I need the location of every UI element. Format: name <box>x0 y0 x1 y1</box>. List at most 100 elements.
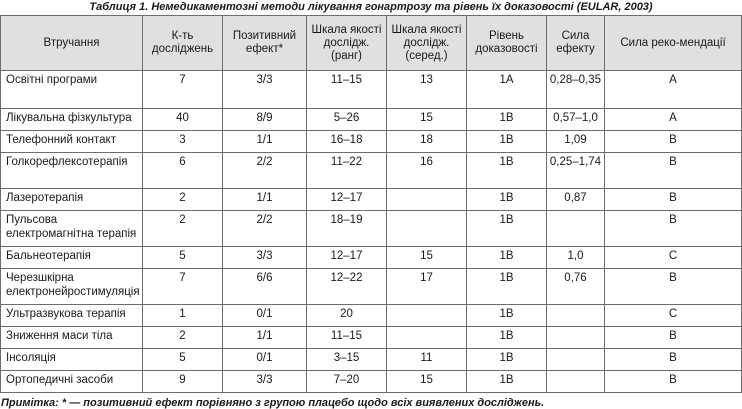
table-cell: 2/2 <box>222 210 307 247</box>
table-cell: 16–18 <box>306 130 387 153</box>
table-cell: 1B <box>466 152 547 189</box>
table-cell: B <box>604 268 742 305</box>
table-cell <box>546 210 605 247</box>
table-row: Інсоляція 5 0/1 3–15 11 1B B <box>0 348 742 371</box>
table-caption: Таблиця 1. Немедикаментозні методи лікув… <box>89 1 653 13</box>
intervention-cell: Бальнеотерапія <box>0 246 143 269</box>
table-cell: 0,57–1,0 <box>546 108 605 131</box>
table-cell: 2 <box>142 326 223 349</box>
table-cell: 11–15 <box>306 326 387 349</box>
table-cell: 1A <box>466 70 547 109</box>
table-cell: 1B <box>466 246 547 269</box>
table-cell: 6 <box>142 152 223 189</box>
table-cell: 1/1 <box>222 188 307 211</box>
table-cell: 7 <box>142 268 223 305</box>
table-row: Бальнеотерапія 5 3/3 12–17 15 1B 1,0 C <box>0 246 742 269</box>
table-row: Черезшкірна електронейростимуляція 7 6/6 12… <box>0 268 742 305</box>
table-cell: 0/1 <box>222 304 307 327</box>
table-cell: 11–15 <box>306 70 387 109</box>
table-cell: B <box>604 370 742 393</box>
intervention-cell: Зниження маси тіла <box>0 326 143 349</box>
table-cell: B <box>604 210 742 247</box>
table-cell: 9 <box>142 370 223 393</box>
table-cell: 3/3 <box>222 70 307 109</box>
intervention-cell: Ортопедичні засоби <box>0 370 143 393</box>
table-cell: 1B <box>466 268 547 305</box>
table-cell: 3–15 <box>306 348 387 371</box>
table-cell: 1/1 <box>222 130 307 153</box>
table-cell: 18–19 <box>306 210 387 247</box>
table-cell: 0,25–1,74 <box>546 152 605 189</box>
table-cell: 12–22 <box>306 268 387 305</box>
table-cell: 1B <box>466 210 547 247</box>
intervention-cell: Телефонний контакт <box>0 130 143 153</box>
table-body: Освітні програми 7 3/3 11–15 13 1A 0,28–0,35 A Л… <box>0 70 742 393</box>
table-cell: B <box>604 152 742 189</box>
table-cell: 1B <box>466 304 547 327</box>
table-cell: 7 <box>142 70 223 109</box>
table-row: Зниження маси тіла 2 1/1 11–15 1B B <box>0 326 742 349</box>
column-header: Втручання <box>0 15 143 71</box>
table-cell: A <box>604 108 742 131</box>
table-cell <box>386 304 467 327</box>
table-cell: 2/2 <box>222 152 307 189</box>
data-table: Втручання К-ть досліджень Позитивний ефект… <box>0 15 742 393</box>
table-row: Лазеротерапія 2 1/1 12–17 1B 0,87 B <box>0 188 742 211</box>
table-cell: 16 <box>386 152 467 189</box>
intervention-cell: Інсоляція <box>0 348 143 371</box>
table-note: Примітка: * — позитивний ефект порівняно… <box>1 397 545 409</box>
table-cell: 12–17 <box>306 246 387 269</box>
table-cell: 15 <box>386 108 467 131</box>
table-cell: 5 <box>142 348 223 371</box>
table-cell <box>386 188 467 211</box>
table-cell: B <box>604 326 742 349</box>
table-cell: 18 <box>386 130 467 153</box>
intervention-cell: Черезшкірна електронейростимуляція <box>0 268 143 305</box>
table-cell: 0/1 <box>222 348 307 371</box>
table-cell: 1,0 <box>546 246 605 269</box>
table-cell <box>546 326 605 349</box>
table-cell: 1 <box>142 304 223 327</box>
column-header: Сила реко-мендації <box>604 15 742 71</box>
table-cell: 17 <box>386 268 467 305</box>
table-cell: 1B <box>466 108 547 131</box>
column-header: Позитивний ефект* <box>222 15 307 71</box>
table-cell: B <box>604 130 742 153</box>
table-cell: 1B <box>466 326 547 349</box>
table-cell: 11–22 <box>306 152 387 189</box>
table-row: Лікувальна фізкультура 40 8/9 5–26 15 1B 0,57–… <box>0 108 742 131</box>
table-cell: 13 <box>386 70 467 109</box>
table-cell: 15 <box>386 370 467 393</box>
table-row: Голкорефлексотерапія 6 2/2 11–22 16 1B 0,25–1,… <box>0 152 742 189</box>
table-cell: B <box>604 348 742 371</box>
table-cell: 1B <box>466 130 547 153</box>
table-cell <box>386 326 467 349</box>
column-header: Шкала якості дослідж. (серед.) <box>386 15 467 71</box>
table-cell: 7–20 <box>306 370 387 393</box>
table-cell: 11 <box>386 348 467 371</box>
table-cell: 0,76 <box>546 268 605 305</box>
intervention-cell: Лазеротерапія <box>0 188 143 211</box>
table-cell: 8/9 <box>222 108 307 131</box>
table-cell <box>546 304 605 327</box>
table-cell: 1B <box>466 188 547 211</box>
table-cell: 40 <box>142 108 223 131</box>
table-row: Ультразвукова терапія 1 0/1 20 1B C <box>0 304 742 327</box>
column-header: К-ть досліджень <box>142 15 223 71</box>
table-cell: 3 <box>142 130 223 153</box>
table-cell: B <box>604 188 742 211</box>
table-row: Пульсова електромагнітна терапія 2 2/2 18–1… <box>0 210 742 247</box>
table-cell: 3/3 <box>222 370 307 393</box>
column-header: Сила ефекту <box>546 15 605 71</box>
intervention-cell: Голкорефлексотерапія <box>0 152 143 189</box>
table-header-row: Втручання К-ть досліджень Позитивний ефект… <box>0 15 742 71</box>
table-cell: 6/6 <box>222 268 307 305</box>
table-row: Освітні програми 7 3/3 11–15 13 1A 0,28–0,35 A <box>0 70 742 109</box>
table-row: Телефонний контакт 3 1/1 16–18 18 1B 1,09 B <box>0 130 742 153</box>
intervention-cell: Лікувальна фізкультура <box>0 108 143 131</box>
table-cell: 2 <box>142 210 223 247</box>
table-cell <box>546 370 605 393</box>
column-header: Рівень доказовості <box>466 15 547 71</box>
table-cell: 15 <box>386 246 467 269</box>
table-cell: 2 <box>142 188 223 211</box>
